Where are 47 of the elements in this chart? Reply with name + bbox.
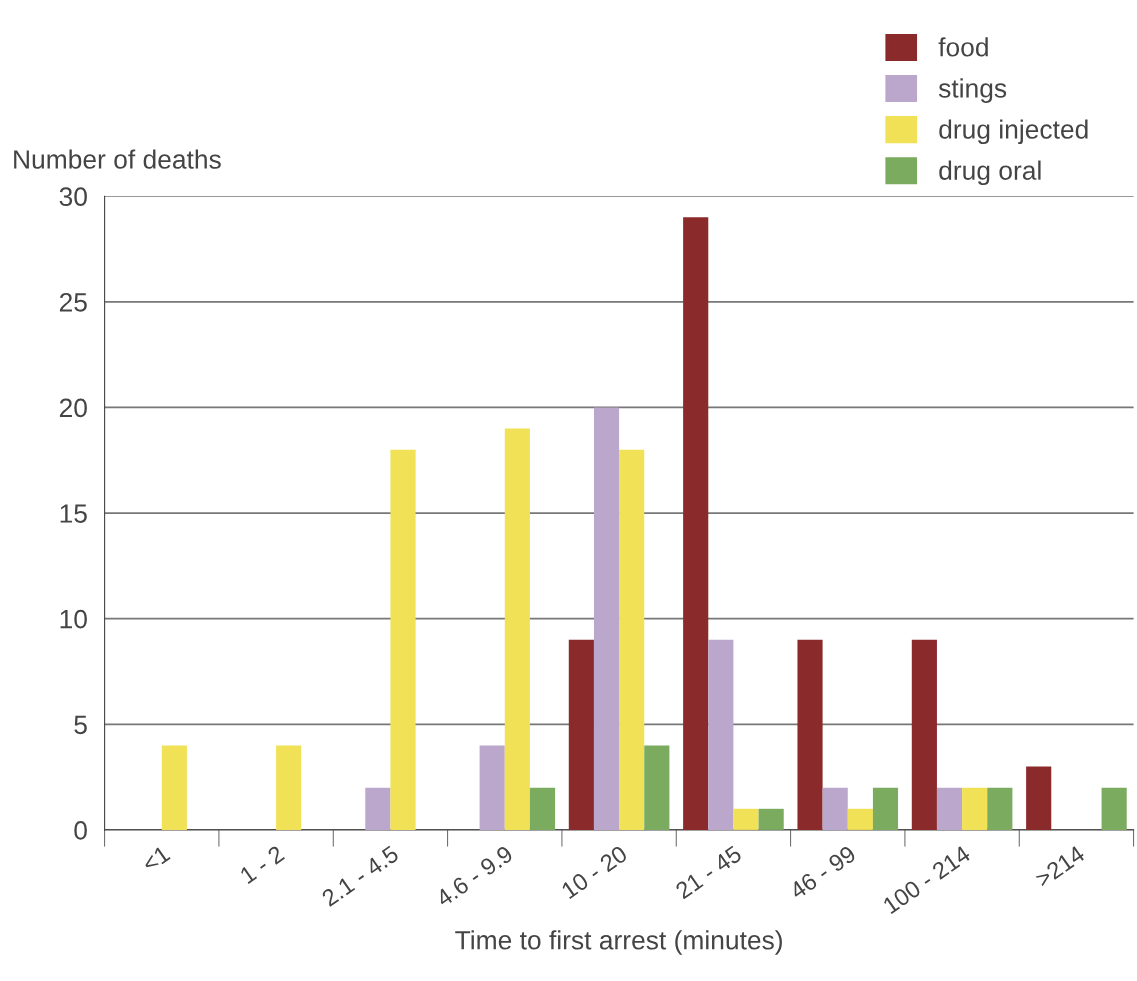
x-tick-label: <1	[141, 845, 171, 873]
bar	[847, 808, 873, 830]
x-tick-label: 10 - 20	[560, 844, 629, 900]
bar	[1026, 766, 1052, 830]
bar	[365, 787, 391, 830]
bar	[733, 808, 759, 830]
y-tick-label: 15	[60, 504, 87, 523]
x-tick-label: 21 - 45	[674, 844, 743, 900]
bar	[758, 808, 784, 830]
legend-label: stings	[938, 78, 1007, 103]
bar	[708, 639, 734, 830]
x-tick-label: 100 - 214	[882, 844, 972, 915]
y-tick-label: 20	[59, 398, 87, 418]
bar	[962, 787, 988, 830]
bar	[390, 449, 416, 830]
x-tick-label: 1 - 2	[239, 845, 285, 884]
bar	[276, 745, 302, 830]
bar	[479, 745, 505, 830]
bar	[529, 787, 556, 830]
x-tick-label: 2.1 - 4.5	[320, 844, 400, 908]
legend-label: food	[938, 37, 988, 57]
y-tick-label: 5	[74, 715, 87, 735]
x-axis-title: Time to first arrest (minutes)	[455, 930, 782, 955]
legend-label: drug injected	[939, 119, 1088, 145]
bar	[822, 787, 848, 830]
y-tick-label: 0	[74, 821, 87, 840]
bar	[987, 787, 1013, 830]
bar	[872, 787, 899, 830]
x-tick-label: >214	[1034, 844, 1086, 888]
y-axis-title: Number of deaths	[14, 149, 221, 169]
x-tick-label: 46 - 99	[788, 844, 857, 900]
bar	[161, 745, 187, 830]
y-tick-label: 10	[60, 609, 87, 629]
bar	[936, 787, 963, 830]
y-tick-label: 30	[59, 187, 87, 207]
bar	[504, 428, 530, 830]
bar	[1101, 787, 1127, 830]
legend-label: drug oral	[939, 160, 1041, 186]
bar	[619, 449, 645, 830]
bar	[797, 639, 823, 830]
y-tick-label: 25	[59, 292, 87, 312]
bar	[683, 217, 709, 830]
bar	[568, 639, 594, 830]
bar	[911, 639, 937, 830]
bar	[593, 407, 620, 830]
bar	[644, 745, 670, 830]
x-tick-label: 4.6 - 9.9	[434, 844, 514, 908]
